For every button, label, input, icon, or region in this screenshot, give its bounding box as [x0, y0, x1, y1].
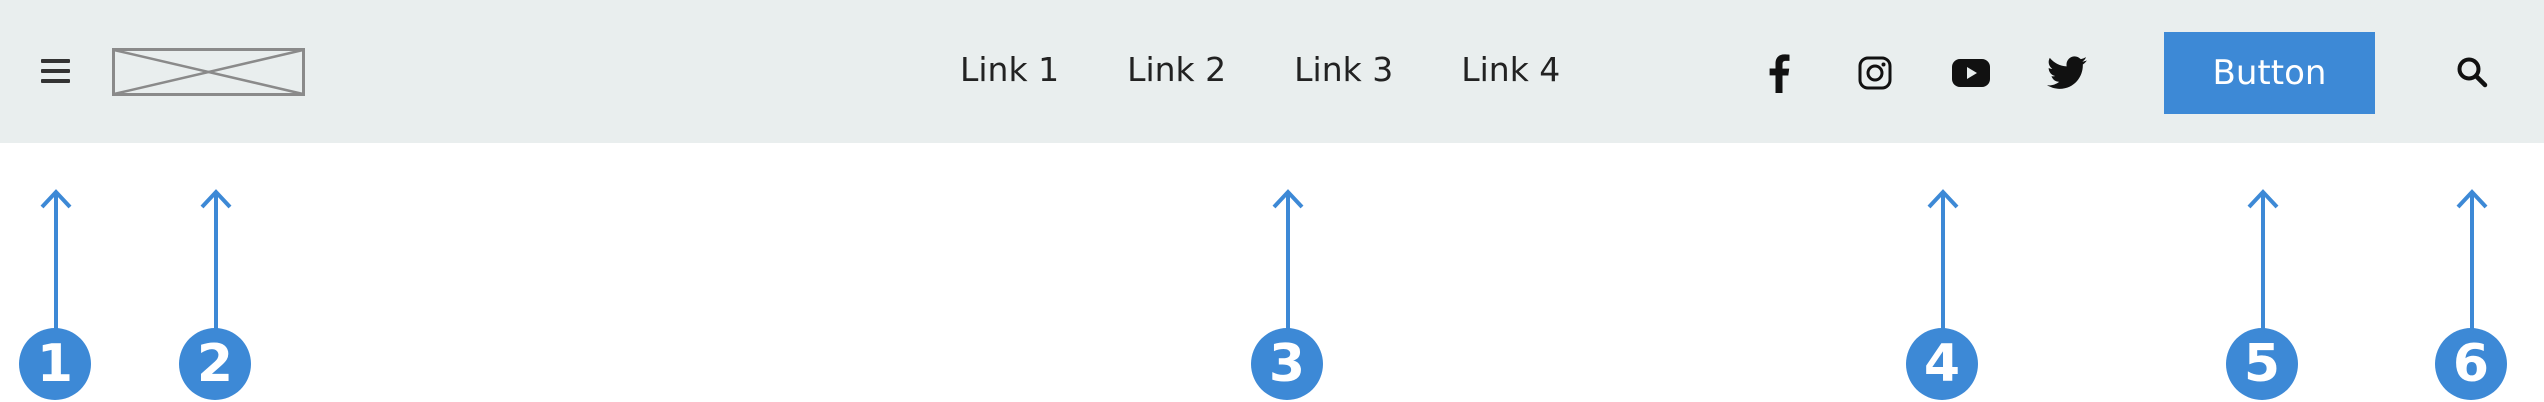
callout-3: 3	[1251, 186, 1325, 400]
callout-4: 4	[1906, 186, 1980, 400]
arrow-up-icon	[1927, 189, 1959, 332]
callout-2: 2	[179, 186, 253, 400]
twitter-icon[interactable]	[2047, 53, 2087, 93]
facebook-glyph	[1769, 54, 1790, 93]
arrow-up-icon	[2247, 189, 2279, 332]
hamburger-menu-icon[interactable]	[41, 59, 70, 84]
arrow-up-icon	[2456, 189, 2488, 332]
navigation-header: Link 1 Link 2 Link 3 Link 4	[0, 0, 2544, 143]
nav-links: Link 1 Link 2 Link 3 Link 4	[960, 44, 1560, 94]
search-icon[interactable]	[2455, 55, 2491, 91]
image-placeholder-icon	[112, 48, 305, 96]
youtube-glyph	[1952, 59, 1990, 87]
arrow-up-icon	[40, 189, 72, 332]
annotation-badge-6: 6	[2435, 328, 2507, 400]
instagram-glyph	[1858, 56, 1892, 90]
youtube-icon[interactable]	[1951, 53, 1991, 93]
nav-link-3[interactable]: Link 3	[1294, 49, 1394, 89]
hamburger-line	[41, 59, 70, 63]
callout-1: 1	[19, 186, 93, 400]
annotation-badge-5: 5	[2226, 328, 2298, 400]
arrow-up-icon	[1272, 189, 1304, 332]
nav-link-2[interactable]: Link 2	[1127, 49, 1227, 89]
annotation-badge-2: 2	[179, 328, 251, 400]
annotation-badge-4: 4	[1906, 328, 1978, 400]
hamburger-line	[41, 79, 70, 83]
search-glyph	[2457, 57, 2488, 88]
hamburger-line	[41, 69, 70, 73]
annotation-badge-3: 3	[1251, 328, 1323, 400]
callout-5: 5	[2226, 186, 2300, 400]
arrow-up-icon	[200, 189, 232, 332]
instagram-icon[interactable]	[1855, 53, 1895, 93]
callout-6: 6	[2435, 186, 2509, 400]
nav-link-4[interactable]: Link 4	[1461, 49, 1561, 89]
twitter-glyph	[2047, 56, 2087, 89]
annotation-badge-1: 1	[19, 328, 91, 400]
logo[interactable]	[112, 48, 305, 96]
nav-link-1[interactable]: Link 1	[960, 49, 1060, 89]
cta-button[interactable]: Button	[2164, 32, 2375, 114]
facebook-icon[interactable]	[1759, 53, 1799, 93]
